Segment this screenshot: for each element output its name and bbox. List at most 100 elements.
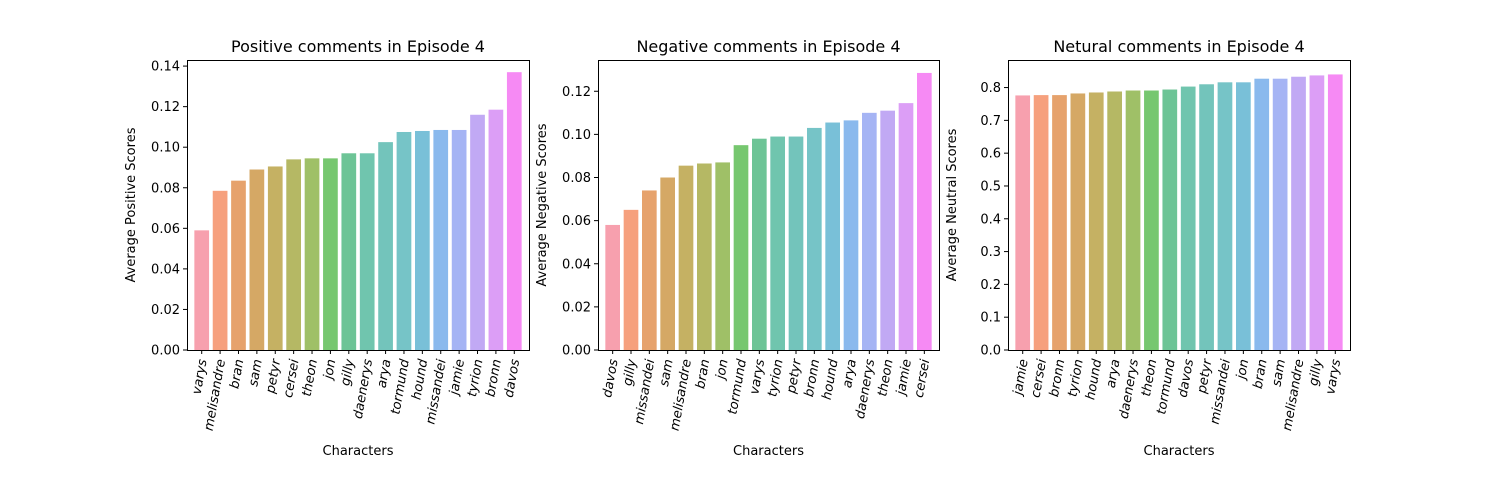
bar-tyrion (1070, 93, 1086, 350)
x-axis-label: Characters (323, 444, 394, 459)
x-tick-label: theon (300, 358, 321, 398)
bar-gilly (1309, 75, 1325, 350)
y-tick-label: 0.10 (151, 141, 180, 156)
bar-davos (605, 224, 620, 350)
y-tick-label: 0.8 (980, 81, 1001, 96)
bar-bran (231, 180, 246, 350)
y-tick-label: 0.12 (562, 85, 591, 100)
x-tick-label: varys (1323, 358, 1344, 396)
y-tick-label: 0.7 (980, 114, 1001, 129)
y-tick-label: 0.6 (980, 147, 1001, 162)
x-tick-label: arya (375, 358, 395, 389)
bar-arya (1107, 91, 1122, 350)
bar-jon (323, 158, 338, 350)
y-tick-label: 0.00 (151, 344, 180, 359)
y-axis-label: Average Negative Scores (535, 123, 550, 286)
x-tick-label: gilly (338, 358, 357, 387)
y-tick-label: 0.3 (980, 245, 1001, 260)
x-tick-label: davos (1176, 358, 1198, 399)
y-ticks: 0.0 0.1 0.2 0.3 0.4 0.5 0.6 0.7 0.8 (980, 81, 1008, 359)
bar-bran (1254, 78, 1270, 350)
chart-title: Netural comments in Episode 4 (1053, 37, 1304, 56)
bar-bronn (807, 127, 822, 350)
bar-varys (194, 230, 210, 350)
chart-positive: Positive comments in Episode 4 Average P… (124, 37, 530, 459)
x-tick-label: jon (713, 358, 732, 382)
bar-melisandre (212, 190, 228, 350)
bar-jon (1236, 82, 1251, 351)
x-tick-label: hound (409, 357, 431, 401)
bar-jamie (1015, 95, 1031, 350)
x-tick-label: tyrion (465, 358, 486, 398)
bar-melisandre (1291, 76, 1306, 350)
y-tick-label: 0.12 (151, 100, 180, 115)
bar-jamie (451, 129, 467, 350)
bar-arya (843, 120, 859, 350)
x-tick-label: jon (1234, 358, 1253, 382)
x-tick-label: bronn (1047, 358, 1068, 398)
bar-tormund (733, 145, 749, 350)
x-tick-label: gilly (621, 358, 640, 387)
x-ticks: jamiecerseibronntyrionhoundaryadaeneryst… (1010, 350, 1344, 432)
x-tick-label: sam (1270, 358, 1290, 388)
bar-petyr (1199, 84, 1214, 351)
bar-cersei (1033, 95, 1049, 350)
x-tick-label: arya (840, 358, 860, 389)
y-axis-label: Average Neutral Scores (945, 128, 960, 281)
bar-tyrion (470, 114, 485, 350)
bar-daenerys (1125, 90, 1141, 351)
y-tick-label: 0.5 (980, 179, 1001, 194)
x-tick-label: theon (875, 358, 896, 398)
bars (194, 72, 522, 350)
bar-theon (304, 158, 320, 350)
y-tick-label: 0.1 (980, 311, 1001, 326)
x-tick-label: davos (502, 358, 524, 399)
bar-varys (752, 138, 767, 350)
bar-theon (1144, 90, 1159, 351)
bar-varys (1327, 74, 1343, 350)
bar-sam (1272, 78, 1288, 350)
y-tick-label: 0.4 (980, 212, 1001, 227)
bar-jon (715, 162, 730, 350)
bar-cersei (286, 159, 301, 350)
bar-davos (506, 72, 522, 350)
bar-sam (249, 169, 265, 350)
bar-theon (880, 110, 895, 350)
bar-daenerys (862, 112, 877, 350)
chart-title: Negative comments in Episode 4 (636, 37, 900, 56)
x-tick-label: jamie (894, 358, 915, 398)
x-tick-label: petyr (784, 356, 805, 395)
x-tick-label: petyr (1195, 356, 1216, 395)
bar-petyr (788, 136, 804, 350)
bar-petyr (267, 166, 283, 350)
x-tick-label: cersei (281, 358, 303, 399)
bar-gilly (341, 153, 357, 350)
y-tick-label: 0.0 (980, 344, 1001, 359)
x-tick-label: jamie (1010, 358, 1031, 398)
plot-frame (598, 60, 940, 351)
x-tick-label: tyrion (765, 358, 786, 398)
bar-hound (825, 122, 840, 350)
x-axis-label: Characters (1144, 444, 1215, 459)
x-tick-label: cersei (1029, 358, 1051, 399)
bars (605, 72, 932, 351)
x-tick-label: varys (190, 358, 211, 396)
bar-daenerys (359, 153, 375, 350)
x-tick-label: bronn (802, 358, 823, 398)
chart-title: Positive comments in Episode 4 (231, 37, 485, 56)
bar-tyrion (770, 136, 785, 350)
x-tick-label: petyr (263, 356, 284, 395)
x-tick-label: hound (1083, 357, 1105, 401)
plot-frame (187, 60, 530, 351)
bar-hound (1088, 92, 1104, 350)
bar-gilly (623, 209, 639, 350)
y-tick-label: 0.06 (562, 214, 591, 229)
bar-bronn (488, 109, 504, 350)
bar-missandei (642, 190, 657, 350)
x-axis-label: Characters (733, 444, 804, 459)
bars (1015, 74, 1343, 351)
bar-hound (415, 130, 430, 350)
chart-neutral: Netural comments in Episode 4 Average Ne… (945, 37, 1351, 459)
